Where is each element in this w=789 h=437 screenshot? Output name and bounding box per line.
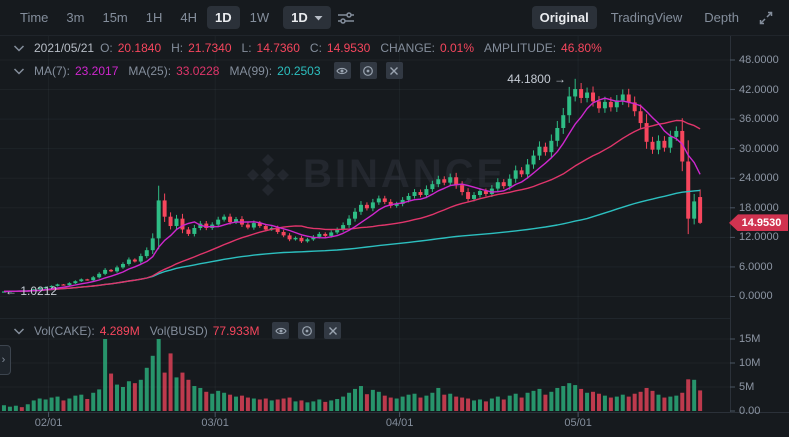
collapse-ohlc-button[interactable]	[12, 41, 26, 55]
high-value: 21.7340	[188, 41, 232, 55]
price-tick-label: 36.0000	[739, 113, 779, 126]
price-axis[interactable]: 48.0000 42.0000 36.0000 30.0000 24.0000 …	[731, 36, 789, 417]
ma-visibility-button[interactable]	[333, 62, 351, 79]
view-depth-button[interactable]: Depth	[704, 10, 739, 25]
interval-group: Time 3m 15m 1H 4H 1D 1W 1D	[12, 5, 359, 31]
ma-info-row: MA(7): 23.2017 MA(25): 33.0228 MA(99): 20.2…	[12, 62, 403, 79]
ma25-label: MA(25):	[128, 63, 172, 78]
collapse-volume-button[interactable]	[12, 324, 26, 338]
view-original-button[interactable]: Original	[531, 6, 597, 29]
interval-4h-button[interactable]: 4H	[180, 10, 198, 25]
start-price-annotation: ← 1.0212	[5, 284, 58, 299]
volume-tick-label: 5M	[739, 381, 755, 393]
volume-tick-label: 10M	[739, 357, 761, 369]
ma99-label: MA(99):	[229, 63, 273, 78]
expand-panel-button[interactable]: ›	[0, 345, 11, 375]
volume-remove-button[interactable]	[324, 322, 342, 339]
interval-time-button[interactable]: Time	[20, 10, 49, 25]
amplitude-label: AMPLITUDE:	[484, 41, 557, 55]
close-label: C:	[309, 41, 322, 55]
interval-1d-button[interactable]: 1D	[207, 6, 240, 29]
target-icon	[302, 325, 312, 336]
caret-down-icon	[314, 15, 323, 20]
close-icon	[328, 326, 337, 335]
eye-icon	[336, 67, 348, 74]
binance-watermark-text: BINANCE	[303, 152, 507, 196]
volume-info-row: Vol(CAKE): 4.289M Vol(BUSD) 77.933M	[12, 322, 342, 339]
change-value: 0.01%	[440, 41, 475, 55]
time-axis[interactable]: 02/01 03/01 04/01 05/01	[0, 413, 730, 437]
low-value: 14.7360	[256, 41, 300, 55]
amplitude-value: 46.80%	[561, 41, 602, 55]
high-label: H:	[171, 41, 184, 55]
fullscreen-button[interactable]	[753, 5, 779, 31]
interval-1h-button[interactable]: 1H	[145, 10, 163, 25]
chevron-down-icon	[13, 45, 25, 52]
price-tick-label: 0.0000	[739, 290, 773, 303]
fullscreen-icon	[759, 11, 773, 24]
ma7-value: 23.2017	[75, 63, 119, 78]
price-tick-label: 12.0000	[739, 231, 779, 244]
vol-busd-label: Vol(BUSD)	[149, 323, 208, 338]
last-price-badge: 14.9530	[729, 214, 788, 232]
time-tick-label: 05/01	[564, 417, 592, 429]
ma-remove-button[interactable]	[385, 62, 403, 79]
time-tick-label: 03/01	[201, 417, 229, 429]
volume-tick-label: 0.00	[739, 405, 761, 417]
price-tick-label: 24.0000	[739, 172, 779, 185]
ma25-value: 33.0228	[176, 63, 220, 78]
peak-price-annotation: 44.1800 →	[507, 71, 566, 86]
binance-watermark: BINANCE	[246, 152, 506, 197]
view-group: Original TradingView Depth	[531, 5, 779, 31]
interval-dropdown-value: 1D	[291, 10, 308, 25]
chart-settings-button[interactable]	[333, 5, 359, 31]
price-tick-label: 42.0000	[739, 83, 779, 96]
price-tick-label: 18.0000	[739, 201, 779, 214]
interval-1w-button[interactable]: 1W	[249, 10, 270, 25]
price-tick-label: 30.0000	[739, 142, 779, 155]
binance-logo-icon	[247, 153, 289, 196]
vol-cake-label: Vol(CAKE):	[34, 323, 95, 338]
price-tick-label: 6.0000	[739, 260, 773, 273]
vol-cake-value: 4.289M	[99, 323, 140, 338]
volume-visibility-button[interactable]	[272, 322, 290, 339]
volume-tick-label: 15M	[739, 333, 761, 345]
interval-3m-button[interactable]: 3m	[66, 10, 85, 25]
interval-dropdown[interactable]: 1D	[283, 6, 331, 29]
chevron-down-icon	[13, 327, 25, 335]
close-icon	[390, 66, 399, 75]
close-value: 14.9530	[326, 41, 371, 55]
time-tick-label: 02/01	[34, 417, 63, 429]
collapse-ma-button[interactable]	[12, 64, 26, 78]
change-label: CHANGE:	[380, 41, 435, 55]
chevron-right-icon: ›	[1, 354, 6, 366]
interval-15m-button[interactable]: 15m	[102, 10, 128, 25]
ma99-value: 20.2503	[277, 63, 321, 78]
time-tick-label: 04/01	[385, 417, 414, 429]
ohlc-info-row: 2021/05/21 O: 20.1840 H: 21.7340 L: 14.7360…	[12, 41, 606, 55]
low-label: L:	[241, 41, 252, 55]
sliders-icon	[337, 11, 354, 24]
view-tradingview-button[interactable]: TradingView	[610, 10, 683, 25]
vol-busd-value: 77.933M	[212, 323, 260, 338]
open-value: 20.1840	[117, 41, 162, 55]
eye-icon	[275, 327, 287, 334]
candle-date: 2021/05/21	[34, 41, 95, 55]
ma-settings-button[interactable]	[359, 62, 377, 79]
target-icon	[363, 65, 373, 76]
chart-toolbar: Time 3m 15m 1H 4H 1D 1W 1D Original Trad…	[0, 0, 789, 36]
open-label: O:	[100, 41, 113, 55]
ma7-label: MA(7):	[34, 63, 70, 78]
volume-settings-button[interactable]	[298, 322, 316, 339]
price-tick-label: 48.0000	[739, 54, 779, 66]
chevron-down-icon	[13, 67, 25, 75]
